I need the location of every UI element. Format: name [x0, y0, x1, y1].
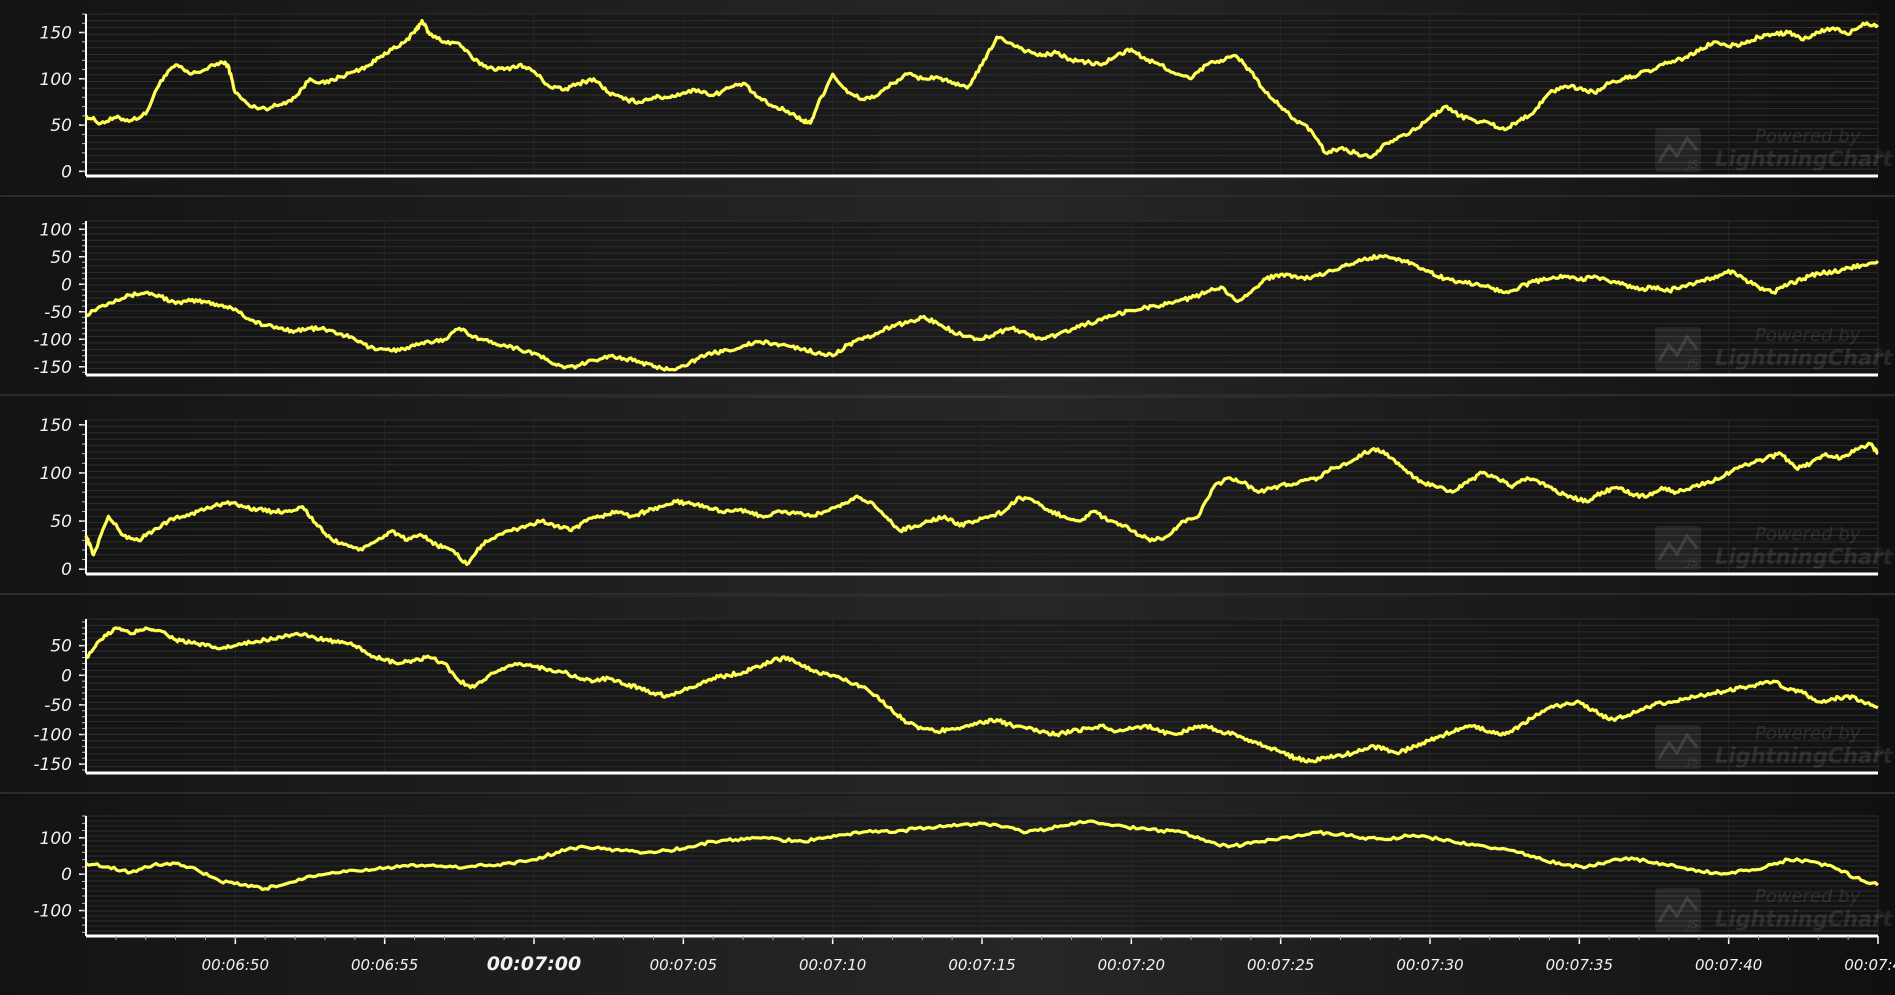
watermark-logo [1655, 526, 1701, 570]
series-line [85, 253, 1880, 372]
y-tick-label: 50 [50, 637, 72, 657]
y-tick-label: 0 [61, 162, 72, 182]
watermark-mark: ® [1873, 545, 1885, 559]
watermark-line1: Powered by [1755, 524, 1861, 545]
x-tick-label: 00:07:45 [1844, 956, 1895, 974]
watermark-badge: JS [1686, 755, 1698, 768]
series-line [85, 626, 1879, 764]
x-tick-label: 00:07:00 [487, 953, 582, 975]
chart-panel-3: 0 50 100 150 JS Powered by LightningChart ® [0, 398, 1895, 595]
watermark-badge: JS [1686, 357, 1698, 370]
watermark-line1: Powered by [1755, 325, 1861, 346]
watermark-line2: LightningChart [1715, 907, 1894, 931]
watermark-logo-mark [1657, 135, 1699, 163]
watermark-line1: Powered by [1755, 723, 1861, 744]
watermark-line1: Powered by [1755, 126, 1861, 147]
x-tick-label: 00:07:35 [1546, 956, 1613, 974]
x-tick-label: 00:07:30 [1396, 956, 1463, 974]
y-tick-label: 100 [40, 220, 72, 240]
y-tick-label: 100 [40, 464, 72, 484]
x-tick-label: 00:06:50 [202, 956, 269, 974]
chart-panel-1: 0 50 100 150 JS Powered by LightningChart ® [0, 0, 1895, 197]
y-tick-label: 50 [50, 512, 72, 532]
y-tick-label: -50 [44, 303, 72, 323]
watermark-logo-mark [1657, 334, 1699, 362]
y-tick-label: -150 [33, 358, 72, 378]
y-tick-label: 150 [40, 416, 72, 436]
y-tick-label: 0 [61, 560, 72, 580]
watermark-logo-mark [1657, 533, 1699, 561]
watermark-logo [1655, 725, 1701, 769]
watermark-line1: Powered by [1755, 886, 1861, 907]
chart-panel-2: -150 -100 -50 0 50 100 JS Powered by LightningCh… [0, 199, 1895, 396]
watermark-logo [1655, 888, 1701, 932]
y-tick-label: -150 [33, 755, 72, 775]
y-tick-label: -100 [33, 902, 72, 922]
watermark-line2: LightningChart [1715, 147, 1894, 171]
x-tick-label: 00:07:05 [650, 956, 717, 974]
watermark-logo [1655, 128, 1701, 172]
y-tick-label: 0 [61, 865, 72, 885]
y-tick-label: 100 [40, 70, 72, 90]
x-tick-label: 00:07:20 [1098, 956, 1165, 974]
watermark-line2: LightningChart [1715, 545, 1894, 569]
y-tick-label: 150 [40, 24, 72, 44]
chart-panel-5: -100 0 100 JS Powered by LightningChart ® 00:06… [0, 796, 1895, 995]
y-tick-label: 50 [50, 116, 72, 136]
y-tick-label: -50 [44, 696, 72, 716]
watermark-badge: JS [1686, 918, 1698, 931]
y-tick-label: 0 [61, 275, 72, 295]
series-line [85, 819, 1880, 892]
x-tick-label: 00:07:25 [1247, 956, 1314, 974]
chart-2-svg: -150 -100 -50 0 50 100 JS Powered byLightningCh… [33, 220, 1894, 378]
y-tick-label: -100 [33, 330, 72, 350]
chart-4-svg: -150 -100 -50 0 50 JS Powered byLightningChart… [33, 618, 1894, 775]
x-tick-label: 00:07:10 [799, 956, 866, 974]
watermark-mark: ® [1873, 907, 1885, 921]
series-line [84, 441, 1879, 566]
y-tick-label: 50 [50, 248, 72, 268]
watermark-mark: ® [1873, 346, 1885, 360]
grid-lines [86, 815, 1879, 937]
watermark-line2: LightningChart [1715, 744, 1894, 768]
x-tick-label: 00:07:40 [1695, 956, 1762, 974]
watermark-badge: JS [1686, 556, 1698, 569]
x-tick-label: 00:06:55 [351, 956, 418, 974]
watermark-logo-mark [1657, 732, 1699, 760]
series-line [84, 18, 1879, 160]
x-tick-label: 00:07:15 [948, 956, 1015, 974]
watermark-badge: JS [1686, 158, 1698, 171]
y-tick-label: -100 [33, 726, 72, 746]
watermark-logo-mark [1657, 895, 1699, 923]
watermark-line2: LightningChart [1715, 346, 1894, 370]
watermark-mark: ® [1873, 744, 1885, 758]
y-tick-label: 0 [61, 666, 72, 686]
y-tick-label: 100 [40, 829, 72, 849]
watermark-logo [1655, 327, 1701, 371]
chart-panel-4: -150 -100 -50 0 50 JS Powered by LightningChart… [0, 597, 1895, 794]
watermark-mark: ® [1873, 147, 1885, 161]
grid-lines [86, 618, 1879, 774]
